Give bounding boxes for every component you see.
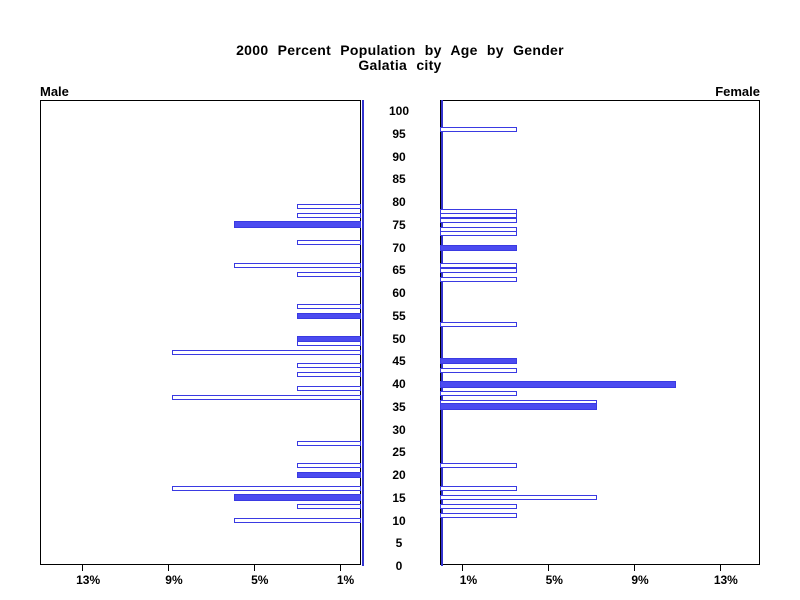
male-bar-age-39 [297, 386, 361, 391]
female-bar-age-35 [440, 403, 597, 410]
female-bar-age-38 [440, 391, 517, 396]
male-bar-age-75 [234, 221, 361, 228]
age-tick-label: 30 [392, 422, 406, 437]
male-bar-age-42 [297, 372, 361, 377]
age-tick-label: 40 [392, 377, 406, 391]
male-bar-age-13 [297, 504, 361, 509]
age-tick-label: 45 [392, 354, 406, 369]
male-bar-age-66 [234, 263, 361, 268]
male-bar-age-79 [297, 204, 361, 209]
male-bar-age-20 [297, 472, 361, 478]
male-pct-tick-label: 5% [251, 573, 269, 587]
age-tick-label: 80 [392, 195, 406, 209]
male-pct-tick [167, 565, 169, 571]
male-bar-age-47 [172, 350, 361, 355]
age-tick-label: 25 [392, 445, 406, 460]
female-bar-age-96 [440, 127, 517, 132]
male-pct-tick [82, 565, 84, 571]
male-bar-age-44 [297, 363, 361, 368]
male-bar-age-71 [297, 240, 361, 245]
female-bar-age-40 [440, 381, 676, 388]
female-pct-tick [462, 565, 464, 571]
male-panel-label: Male [40, 84, 69, 99]
female-bar-age-70 [440, 245, 517, 251]
male-bar-age-10 [234, 518, 361, 523]
male-bar-age-17 [172, 486, 361, 491]
male-bar-age-22 [297, 463, 361, 468]
female-age-axis-line [441, 100, 443, 566]
age-tick-label: 85 [392, 172, 406, 187]
male-pct-tick [339, 565, 341, 571]
male-pct-tick-label: 1% [336, 573, 355, 587]
female-bar-age-76 [440, 218, 517, 223]
female-pct-tick [634, 565, 636, 571]
male-panel-frame [40, 100, 361, 565]
age-tick-label: 60 [392, 286, 406, 300]
female-pct-tick-label: 1% [459, 573, 478, 587]
female-pct-tick-label: 5% [545, 573, 563, 587]
age-tick-label: 15 [392, 490, 406, 505]
age-tick-label: 65 [392, 263, 406, 278]
male-bar-age-64 [297, 272, 361, 277]
age-tick-label: 90 [392, 149, 406, 164]
female-bar-age-73 [440, 231, 517, 236]
female-pct-tick-label: 9% [631, 573, 649, 587]
female-bar-age-13 [440, 504, 517, 509]
male-pct-tick-label: 13% [76, 573, 101, 587]
female-pct-tick [548, 565, 550, 571]
female-bar-age-17 [440, 486, 517, 491]
age-tick-label: 20 [392, 468, 406, 482]
female-bar-age-15 [440, 495, 597, 500]
female-pct-tick-label: 13% [713, 573, 738, 587]
female-panel-frame [440, 100, 760, 565]
male-pct-tick [253, 565, 255, 571]
female-bar-age-43 [440, 368, 517, 373]
male-pct-tick-label: 9% [165, 573, 183, 587]
age-tick-label: 75 [392, 217, 406, 232]
age-tick-label: 55 [392, 308, 406, 323]
male-bar-age-37 [172, 395, 361, 400]
age-tick-label: 0 [395, 559, 403, 573]
chart-subtitle: Galatia city [358, 57, 442, 73]
female-pct-tick [719, 565, 721, 571]
age-tick-label: 70 [392, 240, 406, 255]
female-bar-age-11 [440, 513, 517, 518]
age-tick-label: 100 [388, 104, 410, 118]
female-bar-age-63 [440, 277, 517, 282]
female-bar-age-45 [440, 358, 517, 364]
female-bar-age-22 [440, 463, 517, 468]
age-tick-label: 10 [392, 513, 406, 528]
male-bar-age-49 [297, 341, 361, 346]
male-bar-age-27 [297, 441, 361, 446]
male-bar-age-77 [297, 213, 361, 218]
female-bar-age-66 [440, 263, 517, 268]
age-tick-label: 95 [392, 126, 406, 141]
male-age-axis-line [362, 100, 364, 566]
female-bar-age-53 [440, 322, 517, 327]
chart-title: 2000 Percent Population by Age by Gender [236, 42, 564, 58]
male-bar-age-55 [297, 313, 361, 319]
age-tick-label: 5 [395, 536, 403, 551]
male-bar-age-57 [297, 304, 361, 309]
age-tick-label: 35 [392, 399, 406, 414]
age-tick-label: 50 [392, 331, 406, 346]
female-bar-age-65 [440, 268, 517, 273]
male-bar-age-15 [234, 494, 361, 501]
female-panel-label: Female [715, 84, 760, 99]
female-bar-age-77 [440, 213, 517, 218]
